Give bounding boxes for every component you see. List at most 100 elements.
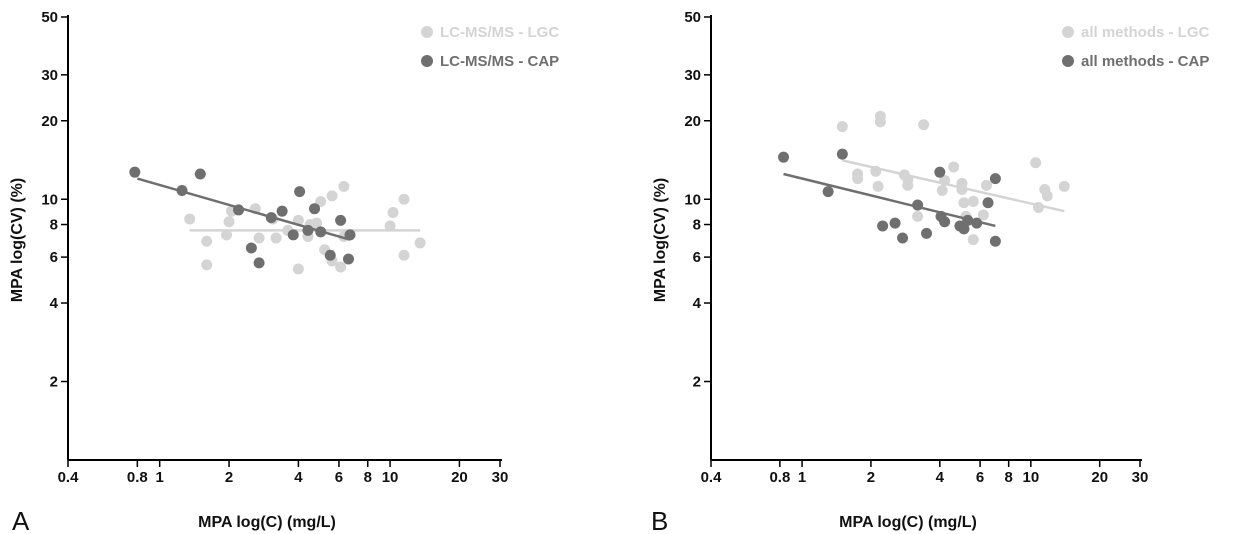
data-point bbox=[948, 161, 960, 173]
data-point bbox=[936, 185, 948, 197]
y-tick-label: 2 bbox=[50, 374, 58, 391]
data-point bbox=[270, 232, 282, 244]
regression-line bbox=[783, 172, 996, 228]
data-point bbox=[184, 213, 196, 225]
chart-panel-a: 2 4 6 8 10 20 30 50 0.4 0.8 1 2 4 6 8 10 20 30 MPA log(C) … bbox=[9, 9, 559, 534]
data-point bbox=[889, 217, 901, 229]
data-point bbox=[822, 186, 834, 198]
y-tick-label: 30 bbox=[684, 67, 701, 84]
data-point bbox=[292, 263, 304, 275]
data-point bbox=[276, 205, 288, 217]
y-tick-label: 50 bbox=[41, 9, 58, 26]
data-point bbox=[989, 173, 1001, 185]
y-tick-label: 10 bbox=[41, 191, 58, 208]
y-tick-label: 50 bbox=[684, 9, 701, 26]
y-tick-label: 20 bbox=[41, 113, 58, 130]
data-point bbox=[398, 249, 410, 261]
data-point bbox=[980, 179, 992, 191]
data-point bbox=[877, 220, 889, 232]
data-point bbox=[287, 229, 299, 241]
data-point bbox=[253, 232, 265, 244]
x-axis-title: MPA log(C) (mg/L) bbox=[839, 514, 977, 531]
data-point bbox=[872, 180, 884, 192]
x-tick-label: 30 bbox=[492, 469, 509, 486]
x-tick-label: 1 bbox=[156, 469, 164, 486]
data-point bbox=[912, 210, 924, 222]
x-tick-label: 2 bbox=[867, 469, 875, 486]
x-tick-label: 30 bbox=[1132, 469, 1149, 486]
legend-entry-label: LC-MS/MS - CAP bbox=[440, 53, 559, 70]
x-tick-label: 6 bbox=[335, 469, 343, 486]
data-point bbox=[342, 253, 354, 265]
y-axis-title: MPA log(CV) (%) bbox=[652, 178, 669, 302]
data-point bbox=[309, 203, 321, 215]
data-point bbox=[934, 166, 946, 178]
y-tick-label: 20 bbox=[684, 113, 701, 130]
x-tick-label: 4 bbox=[294, 469, 303, 486]
data-point bbox=[918, 119, 930, 131]
data-point bbox=[414, 237, 426, 249]
legend: all methods - LGC all methods - CAP bbox=[1062, 24, 1210, 70]
x-tick-label: 0.4 bbox=[58, 469, 80, 486]
data-point bbox=[874, 116, 886, 128]
data-point bbox=[989, 235, 1001, 247]
legend-marker bbox=[1062, 55, 1074, 67]
legend-marker bbox=[421, 55, 433, 67]
data-point bbox=[335, 261, 347, 273]
data-point bbox=[324, 249, 336, 261]
data-point bbox=[836, 148, 848, 160]
x-axis-title: MPA log(C) (mg/L) bbox=[198, 514, 336, 531]
data-point bbox=[852, 173, 864, 185]
data-point bbox=[326, 190, 338, 202]
data-point bbox=[311, 217, 323, 229]
data-point bbox=[245, 242, 257, 254]
legend-marker bbox=[1062, 26, 1074, 38]
regression-line bbox=[842, 159, 1065, 213]
y-tick-label: 2 bbox=[693, 374, 701, 391]
data-point bbox=[1030, 157, 1042, 169]
data-point bbox=[201, 259, 213, 271]
x-tick-label: 6 bbox=[976, 469, 984, 486]
data-point bbox=[939, 216, 951, 228]
y-tick-label: 8 bbox=[693, 217, 701, 234]
data-point bbox=[194, 168, 206, 180]
y-tick-label: 30 bbox=[41, 67, 58, 84]
y-axis-title: MPA log(CV) (%) bbox=[9, 178, 26, 302]
x-tick-label: 0.8 bbox=[127, 469, 148, 486]
x-tick-label: 10 bbox=[382, 469, 399, 486]
x-tick-label: 4 bbox=[936, 469, 945, 486]
legend-marker bbox=[421, 26, 433, 38]
x-tick-label: 1 bbox=[798, 469, 806, 486]
data-point bbox=[977, 209, 989, 221]
data-point bbox=[778, 151, 790, 163]
legend: LC-MS/MS - LGC LC-MS/MS - CAP bbox=[421, 24, 559, 70]
x-tick-label: 2 bbox=[225, 469, 233, 486]
data-point bbox=[384, 220, 396, 232]
y-tick-label: 6 bbox=[50, 249, 58, 266]
x-tick-label: 8 bbox=[364, 469, 372, 486]
data-point bbox=[1058, 180, 1070, 192]
data-point bbox=[967, 196, 979, 208]
data-point bbox=[387, 206, 399, 218]
data-point bbox=[836, 121, 848, 133]
panel-letter: B bbox=[651, 506, 668, 534]
x-tick-label: 20 bbox=[1091, 469, 1108, 486]
x-tick-label: 10 bbox=[1022, 469, 1039, 486]
data-point bbox=[958, 197, 970, 209]
data-point bbox=[338, 180, 350, 192]
y-tick-label: 4 bbox=[50, 295, 59, 312]
y-tick-label: 8 bbox=[50, 217, 58, 234]
data-point bbox=[294, 186, 306, 198]
data-point bbox=[958, 223, 970, 235]
chart-panel-b: 2 4 6 8 10 20 30 50 0.4 0.8 1 2 4 6 8 10 20 30 MPA log(C) … bbox=[651, 9, 1210, 534]
x-tick-label: 0.8 bbox=[769, 469, 790, 486]
x-tick-label: 20 bbox=[451, 469, 468, 486]
y-tick-label: 4 bbox=[693, 295, 702, 312]
data-point bbox=[221, 229, 233, 241]
data-point bbox=[223, 216, 235, 228]
data-point bbox=[335, 214, 347, 226]
data-point bbox=[1041, 190, 1053, 202]
data-point bbox=[398, 193, 410, 205]
series-lgc bbox=[184, 180, 426, 275]
